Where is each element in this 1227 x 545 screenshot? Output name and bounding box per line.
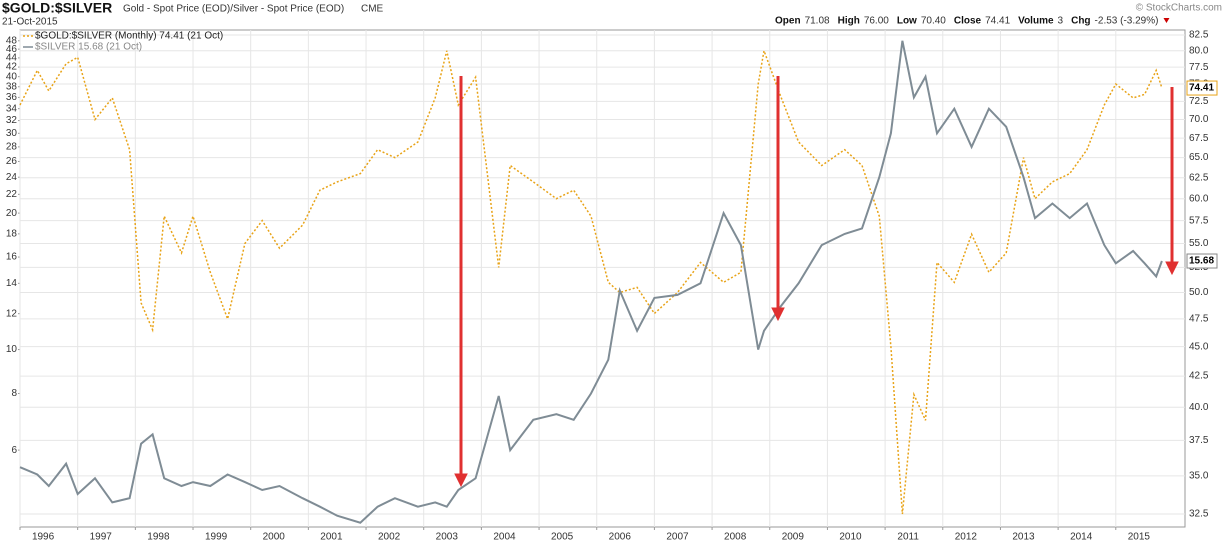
x-tick-label: 2010	[839, 532, 862, 543]
credit: © StockCharts.com	[1136, 3, 1222, 14]
y2-tick-label: 47.5	[1189, 314, 1209, 325]
y-tick-label: 38	[6, 81, 18, 92]
y2-tick-label: 57.5	[1189, 215, 1209, 226]
x-tick-label: 2014	[1070, 532, 1093, 543]
y-tick-label: 14	[6, 278, 18, 289]
chart-subtitle: Gold - Spot Price (EOD)/Silver - Spot Pr…	[123, 4, 344, 15]
y2-tick-label: 82.5	[1189, 30, 1209, 41]
x-tick-label: 1997	[90, 532, 113, 543]
y-tick-label: 20	[6, 208, 18, 219]
y2-tick-label: 37.5	[1189, 435, 1209, 446]
y-tick-label: 22	[6, 189, 18, 200]
quote-label: Volume	[1018, 16, 1054, 27]
exchange: CME	[361, 4, 384, 15]
chart-title: $GOLD:$SILVER	[2, 0, 112, 16]
x-tick-label: 2002	[378, 532, 401, 543]
y-tick-label: 28	[6, 142, 18, 153]
y-tick-label: 42	[6, 62, 18, 73]
y-tick-label: 12	[6, 308, 18, 319]
y2-tick-label: 50.0	[1189, 287, 1209, 298]
x-tick-label: 2003	[436, 532, 459, 543]
y-tick-label: 48	[6, 35, 18, 46]
y-tick-label: 24	[6, 172, 18, 183]
y-tick-label: 44	[6, 53, 18, 64]
quote: Open 71.08 High 76.00 Low 70.40 Close 74.41 Volu…	[775, 16, 1170, 27]
grid	[18, 30, 1185, 530]
arrow-head	[1165, 261, 1179, 276]
y-tick-label: 46	[6, 44, 18, 55]
last-value-box	[1186, 80, 1218, 96]
y-tick-label: 6	[11, 445, 17, 456]
chg-arrow	[1163, 18, 1170, 23]
x-tick-label: 2015	[1128, 532, 1151, 543]
x-tick-label: 1998	[147, 532, 170, 543]
y-tick-label: 30	[6, 128, 18, 139]
arrow-head	[771, 307, 785, 322]
x-tick-label: 2008	[724, 532, 747, 543]
quote-label: High	[838, 16, 860, 27]
y-tick-label: 26	[6, 156, 18, 167]
last-value-label: 74.41	[1189, 83, 1214, 94]
x-tick-label: 2009	[782, 532, 805, 543]
annotations	[454, 76, 1179, 488]
y2-tick-label: 70.0	[1189, 114, 1209, 125]
last-value-label: 15.68	[1189, 256, 1214, 267]
x-tick-label: 2005	[551, 532, 574, 543]
quote-label: Low	[897, 16, 917, 27]
legend: $GOLD:$SILVER (Monthly) 74.41 (21 Oct)$S…	[23, 31, 223, 53]
plot-frame	[19, 29, 1186, 528]
quote-label: Chg	[1071, 16, 1090, 27]
quote-label: Open	[775, 16, 801, 27]
y2-tick-label: 42.5	[1189, 371, 1209, 382]
y-tick-label: 40	[6, 71, 18, 82]
quote-value: 3	[1058, 16, 1064, 27]
quote-label: Close	[954, 16, 982, 27]
x-tick-label: 2012	[955, 532, 978, 543]
arrow-head	[454, 473, 468, 488]
y-tick-label: 36	[6, 92, 18, 103]
series-line	[19, 40, 1163, 524]
y2-tick-label: 55.0	[1189, 238, 1209, 249]
last-value-box	[1186, 253, 1218, 269]
x-tick-label: 2000	[263, 532, 286, 543]
y-tick-label: 8	[11, 388, 17, 399]
quote-value: 70.40	[921, 16, 946, 27]
series-line	[19, 47, 1163, 515]
y2-tick-label: 45.0	[1189, 341, 1209, 352]
legend-label: $SILVER 15.68 (21 Oct)	[35, 42, 142, 53]
quote-value: 71.08	[805, 16, 830, 27]
y2-tick-label: 40.0	[1189, 402, 1209, 413]
x-tick-label: 2011	[897, 532, 919, 543]
chart-date: 21-Oct-2015	[2, 17, 58, 28]
x-tick-label: 2001	[320, 532, 343, 543]
x-tick-label: 1999	[205, 532, 228, 543]
lines	[19, 40, 1163, 524]
y2-tick-label: 67.5	[1189, 133, 1209, 144]
y-tick-label: 32	[6, 115, 18, 126]
y2-tick-label: 80.0	[1189, 45, 1209, 56]
y2-tick-label: 32.5	[1189, 509, 1209, 520]
x-tick-label: 2006	[609, 532, 632, 543]
x-tick-label: 2013	[1012, 532, 1035, 543]
y-tick-label: 10	[6, 344, 18, 355]
y-tick-label: 18	[6, 228, 18, 239]
x-tick-label: 1996	[32, 532, 55, 543]
y-tick-label: 34	[6, 103, 18, 114]
y2-tick-label: 72.5	[1189, 96, 1209, 107]
y2-tick-label: 60.0	[1189, 193, 1209, 204]
y2-tick-label: 65.0	[1189, 152, 1209, 163]
quote-value: 76.00	[864, 16, 889, 27]
quote-value: -2.53 (-3.29%)	[1095, 16, 1159, 27]
y2-tick-label: 35.0	[1189, 471, 1209, 482]
x-tick-label: 2004	[493, 532, 516, 543]
quote-value: 74.41	[985, 16, 1010, 27]
y2-tick-label: 62.5	[1189, 172, 1209, 183]
y2-tick-label: 77.5	[1189, 62, 1209, 73]
y-tick-label: 16	[6, 252, 18, 263]
legend-label: $GOLD:$SILVER (Monthly) 74.41 (21 Oct)	[35, 31, 223, 42]
x-tick-label: 2007	[666, 532, 689, 543]
